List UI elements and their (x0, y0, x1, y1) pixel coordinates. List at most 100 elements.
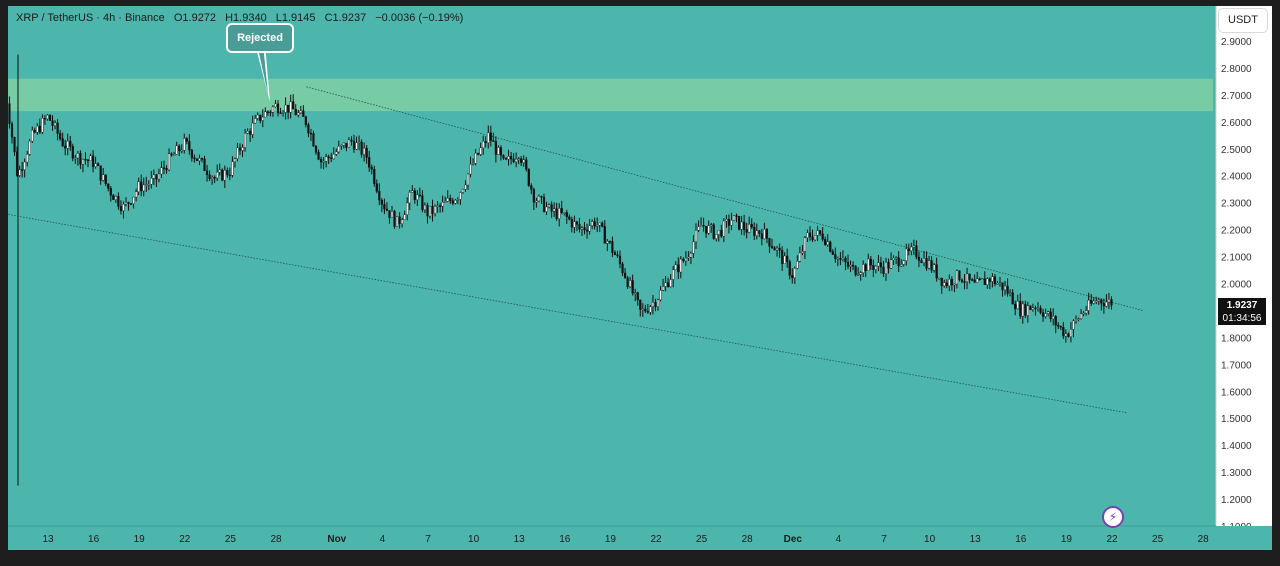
candle-body (851, 264, 855, 267)
candle-body (545, 206, 548, 212)
candle-body (1019, 301, 1022, 317)
candle-body (266, 111, 269, 113)
candle-body (385, 208, 389, 211)
candle-body (390, 211, 394, 218)
x-tick-label: 13 (514, 534, 526, 545)
candle-body (117, 196, 120, 207)
candle-body (639, 299, 642, 310)
candle-body (732, 215, 736, 221)
candle-body (401, 219, 404, 224)
price-chart[interactable]: 2.9000 2.8000 2.7000 2.6000 2.5000 2.4000 2.30… (8, 6, 1272, 550)
candle-body (363, 147, 366, 155)
y-tick-label: 2.2000 (1221, 226, 1252, 237)
candle-body (555, 208, 558, 219)
candle-body (53, 122, 57, 126)
resistance-zone[interactable] (8, 78, 1213, 112)
candle-body (350, 139, 353, 142)
close-value: C1.9237 (324, 12, 367, 24)
candle-body (1059, 325, 1062, 328)
candle-body (51, 120, 54, 126)
chart-panel[interactable]: 2.9000 2.8000 2.7000 2.6000 2.5000 2.4000 2.30… (8, 6, 1272, 550)
price-axis-panel[interactable] (1216, 6, 1272, 526)
candle-body (162, 167, 166, 169)
x-tick-label: 19 (1061, 534, 1073, 545)
time-axis-panel[interactable] (8, 526, 1272, 550)
candle-body (1082, 312, 1085, 315)
candle-body (18, 169, 21, 176)
candle-body (190, 149, 193, 158)
candle-body (844, 257, 847, 263)
candle-body (109, 188, 112, 196)
x-tick-label: 16 (1015, 534, 1027, 545)
candle-body (608, 241, 611, 243)
candle-body (882, 266, 885, 274)
x-tick-label: 28 (1198, 534, 1210, 545)
candle-body (811, 236, 814, 241)
candle-body (218, 169, 221, 173)
candle-body (872, 265, 875, 270)
candle-body (183, 138, 186, 151)
candle-body (819, 230, 822, 235)
trendline-upper[interactable] (306, 86, 1143, 311)
x-tick-label: 13 (970, 534, 982, 545)
candle-body (1049, 311, 1052, 320)
symbol-title[interactable]: XRP / TetherUS · 4h · Binance (16, 12, 165, 24)
candle-body (132, 196, 135, 204)
candle-body (930, 260, 933, 271)
candle-body (504, 158, 508, 160)
candle-body (1006, 285, 1009, 294)
trendline-lower[interactable] (8, 213, 1128, 414)
candle-body (185, 138, 188, 142)
rejected-callout[interactable]: Rejected (226, 23, 294, 53)
candle-body (938, 277, 941, 280)
candle-body (765, 229, 769, 239)
symbol-legend: XRP / TetherUS · 4h · Binance O1.9272 H1… (16, 12, 469, 24)
candle-body (834, 254, 837, 259)
currency-button[interactable]: USDT (1219, 9, 1267, 32)
candle-body (550, 204, 553, 212)
candle-body (1039, 307, 1042, 313)
candle-body (489, 132, 492, 141)
candle-body (816, 230, 819, 236)
candle-body (370, 167, 373, 170)
candle-body (646, 310, 649, 313)
candle-body (910, 246, 913, 252)
candle-body (155, 174, 158, 180)
candle-body (1110, 298, 1113, 306)
candle-body (943, 282, 946, 287)
candle-body (618, 255, 622, 265)
candle-body (527, 169, 530, 186)
bar-countdown: 01:34:56 (1222, 313, 1262, 324)
lightning-bolt-icon[interactable]: ⚡ (1102, 506, 1124, 528)
candle-body (188, 141, 191, 151)
candle-body (352, 140, 356, 150)
candle-body (236, 147, 239, 159)
candle-body (563, 212, 566, 214)
candle-body (682, 258, 685, 262)
candle-body (864, 264, 867, 271)
candle-body (783, 255, 786, 264)
candle-body (950, 279, 953, 286)
candle-body (1074, 318, 1078, 322)
candle-body (601, 222, 604, 227)
candle-body (1105, 301, 1108, 307)
candle-body (1003, 285, 1007, 291)
candle-body (281, 112, 285, 114)
candle-body (309, 132, 313, 135)
candle-body (124, 202, 128, 205)
candle-body (71, 146, 74, 159)
candle-body (699, 225, 703, 227)
candle-body (583, 227, 586, 231)
candle-body (707, 225, 710, 234)
candle-body (580, 227, 584, 230)
y-tick-label: 1.7000 (1221, 360, 1252, 371)
candle-body (821, 233, 824, 240)
candle-body (13, 137, 16, 153)
candle-body (631, 280, 634, 294)
candle-body (933, 264, 936, 271)
candle-body (925, 257, 928, 269)
candle-body (41, 118, 44, 133)
candle-body (484, 141, 487, 143)
candle-body (178, 145, 181, 152)
open-value: O1.9272 (173, 12, 217, 24)
